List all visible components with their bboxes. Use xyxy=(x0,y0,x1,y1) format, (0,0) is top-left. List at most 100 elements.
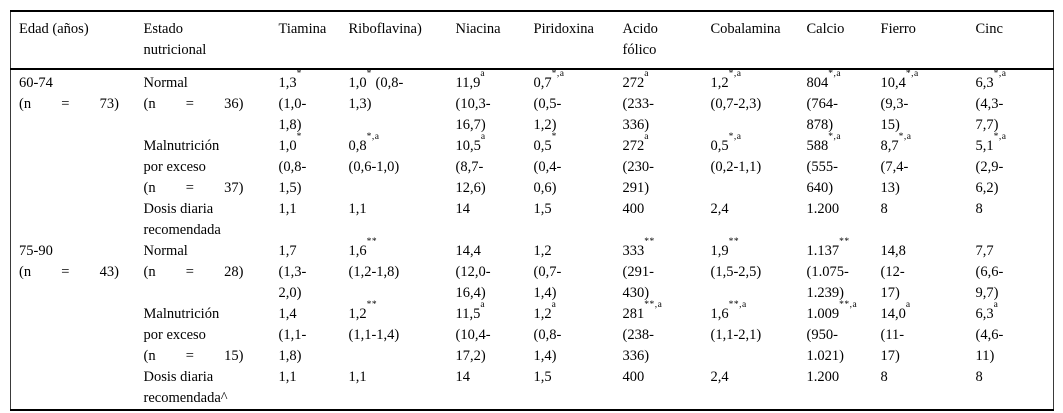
cell-estado: Normal (n = 36) xyxy=(144,69,279,136)
cell-line: 1,6** xyxy=(348,237,378,259)
superscript-marker: * xyxy=(366,69,372,80)
cell-line: 6,3*,a xyxy=(975,69,1007,91)
superscript-marker: a xyxy=(644,132,649,143)
cell-line: (0,8- xyxy=(533,327,562,343)
cell-tiamina: 1,1 xyxy=(279,199,349,241)
cell-line: (n = 37) xyxy=(144,178,244,199)
cell-line: 1.137** xyxy=(806,237,850,259)
cell-line: Dosis diaria xyxy=(143,201,214,217)
cell-piridoxina: 1,5 xyxy=(534,199,623,241)
cell-cobalamina: 1,9** (1,5-2,5) xyxy=(710,237,807,304)
row-60-74-dosis: Dosis diaria recomendada 1,1 1,1 14 1,5 400 2,4… xyxy=(11,199,1054,241)
cell-line: 8 xyxy=(975,201,983,217)
cell-niacina: 14,4 (12,0- 16,4) xyxy=(456,241,534,304)
cell-line: 588*,a xyxy=(806,132,842,154)
cell-fierro: 8,7*,a (7,4- 13) xyxy=(880,132,976,199)
cell-tiamina: 1,4 (1,1- 1,8) xyxy=(279,304,349,367)
cell-line-part: 37) xyxy=(224,180,244,196)
superscript-marker: a xyxy=(993,300,999,311)
cell-line: 1,7 xyxy=(278,243,297,259)
cell-line: 6,3a xyxy=(975,300,999,322)
cell-calcio: 1.009**,a (950- 1.021) xyxy=(806,300,881,367)
cell-line: fólico xyxy=(622,42,657,58)
cell-line: Calcio xyxy=(806,21,845,37)
cell-line: 272a xyxy=(622,69,649,91)
cell-line: (1,1- xyxy=(278,327,307,343)
table-header: Edad (años) Estado nutricional Tiamina Ribof… xyxy=(10,11,1054,69)
cell-line: (0,4- xyxy=(533,159,562,175)
cell-line: 1,2*,a xyxy=(710,69,742,91)
superscript-marker: *,a xyxy=(898,132,912,143)
cell-piridoxina: 0,5* (0,4- 0,6) xyxy=(533,132,623,199)
cell-line: (1.075- xyxy=(806,264,849,280)
cell-line-part: (n xyxy=(143,180,156,196)
cell-line: 0,5* xyxy=(533,132,557,154)
superscript-marker: ** xyxy=(366,237,378,248)
cell-calcio: 1.137** (1.075- 1.239) xyxy=(806,237,881,304)
cell-line: (12- xyxy=(880,264,905,280)
cell-line: 14 xyxy=(455,369,471,385)
cell-estado: Normal (n = 28) xyxy=(144,241,279,304)
superscript-marker: * xyxy=(296,132,302,143)
cell-line: (1,5-2,5) xyxy=(710,264,762,280)
cell-line: (10,3- xyxy=(455,96,491,112)
col-header-niacina: Niacina xyxy=(456,11,534,69)
cell-line: 333** xyxy=(622,237,655,259)
cell-line: 336) xyxy=(622,348,650,364)
cell-line: 291) xyxy=(622,180,650,196)
cell-line: 0,5*,a xyxy=(710,132,742,154)
cell-line: 16,7) xyxy=(455,117,486,133)
cell-piridoxina: 1,5 xyxy=(534,367,623,410)
cell-line: 15) xyxy=(880,117,900,133)
cell-line: (n = 15) xyxy=(144,346,244,367)
cell-line: 1,4) xyxy=(533,348,557,364)
cell-line: 17) xyxy=(880,285,900,301)
cell-acido-folico: 400 xyxy=(623,199,711,241)
cell-line: (n = 73) xyxy=(19,94,119,115)
cell-line: (9,3- xyxy=(880,96,909,112)
cell-line: Cinc xyxy=(975,21,1003,37)
cell-line: (764- xyxy=(806,96,838,112)
cell-line: Riboflavina) xyxy=(348,21,422,37)
cell-line: 1.009**,a xyxy=(806,300,858,322)
cell-line: 1.021) xyxy=(806,348,844,364)
cell-line: 11,5a xyxy=(455,300,486,322)
superscript-marker: ** xyxy=(728,237,740,248)
superscript-marker: *,a xyxy=(993,132,1007,143)
cell-line: 1.200 xyxy=(806,369,840,385)
cell-line: Acido xyxy=(622,21,658,37)
cell-line: 1,5) xyxy=(278,180,302,196)
cell-line: (0,2-1,1) xyxy=(710,159,762,175)
col-header-cinc: Cinc xyxy=(976,11,1054,69)
cell-line: 336) xyxy=(622,117,650,133)
cell-line-part: 43) xyxy=(99,264,119,280)
cell-line: 0,8*,a xyxy=(348,132,380,154)
cell-line: 14,8 xyxy=(880,243,906,259)
cell-line: 17) xyxy=(880,348,900,364)
cell-line: 1,6**,a xyxy=(710,300,747,322)
cell-calcio: 804*,a (764- 878) xyxy=(807,69,881,136)
cell-cinc: 7,7 (6,6- 9,7) xyxy=(976,241,1054,304)
cell-line-part: (n xyxy=(143,264,156,280)
cell-fierro: 14,8 (12- 17) xyxy=(881,241,976,304)
cell-niacina: 14 xyxy=(456,199,534,241)
cell-cinc: 8 xyxy=(976,199,1054,241)
cell-line: (6,6- xyxy=(975,264,1004,280)
cell-line: (0,7-2,3) xyxy=(710,96,762,112)
cell-line: (230- xyxy=(622,159,654,175)
cell-tiamina: 1,1 xyxy=(279,367,349,410)
cell-line: 0,6) xyxy=(533,180,557,196)
cell-line: Piridoxina xyxy=(533,21,594,37)
cell-line-part: = xyxy=(185,264,194,280)
cell-fierro: 8 xyxy=(881,199,976,241)
cell-line: recomendada^ xyxy=(143,390,228,406)
cell-line: 8 xyxy=(880,201,888,217)
cell-edad: 75-90 (n = 43) xyxy=(11,241,144,304)
cell-line: 1,2** xyxy=(348,300,378,322)
cell-line-part: 28) xyxy=(224,264,244,280)
cell-riboflavina: 1,0* (0,8- 1,3) xyxy=(349,69,456,136)
cell-line: 1,5 xyxy=(533,201,552,217)
cell-edad: 60-74 (n = 73) xyxy=(11,69,144,136)
cell-line: (7,4- xyxy=(880,159,909,175)
